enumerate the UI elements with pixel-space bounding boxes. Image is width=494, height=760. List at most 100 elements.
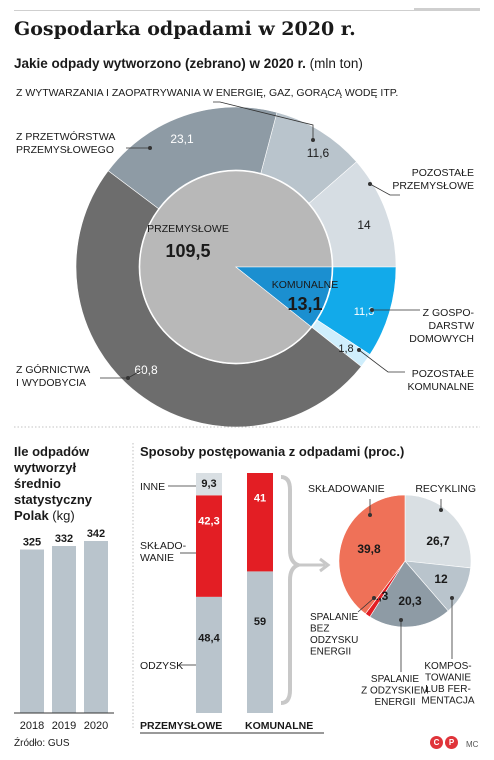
bar-heading-line: Polak	[14, 508, 49, 523]
leader-dot	[399, 618, 403, 622]
leader-dot	[311, 138, 315, 142]
pie-label-households: DARSTW	[429, 320, 475, 332]
stacked-bar-segment	[196, 495, 222, 597]
small-pie-label-spalanie-z: Z ODZYSKIEM	[361, 686, 429, 697]
small-pie-label-spalanie-z: ENERGII	[374, 697, 415, 708]
leader-dot	[372, 596, 376, 600]
small-pie-label-kompost: TOWANIE	[425, 673, 471, 684]
pie-label-mining: Z GÓRNICTWA	[16, 363, 90, 376]
leader-line	[369, 183, 400, 196]
bar-heading-line: Ile odpadów	[14, 444, 90, 459]
top-rule-accent	[414, 8, 480, 11]
main-chart-unit: (mln ton)	[309, 56, 363, 71]
pie-value-municipal: 13,1	[287, 294, 322, 314]
leader-dot	[439, 508, 443, 512]
brace-connector	[280, 475, 304, 705]
pie-label-municipal: KOMUNALNE	[272, 279, 339, 291]
source-note: Źródło: GUS	[14, 738, 70, 749]
small-pie-label-spalanie-bez: ENERGII	[310, 647, 351, 658]
small-pie-value: 20,3	[398, 594, 422, 608]
pie-label-mining: I WYDOBYCIA	[16, 377, 86, 389]
small-pie-label-spalanie-z: SPALANIE	[371, 674, 419, 685]
series-label-inne: INNE	[140, 481, 165, 493]
pie-slice-outer	[107, 106, 278, 210]
main-chart-title: Jakie odpady wytworzono (zebrano) w 2020…	[14, 56, 363, 71]
bar-category-label: 2020	[84, 720, 108, 732]
leader-line	[358, 349, 405, 373]
stacked-bar-value: 41	[254, 493, 266, 505]
pie-value-label: 1,8	[338, 343, 353, 355]
leader-dot	[126, 376, 130, 380]
stacked-bar-segment	[196, 596, 222, 713]
pie-slice-outer	[75, 170, 362, 428]
pie-label-energy: Z WYTWARZANIA I ZAOPATRYWANIA W ENERGIĘ,…	[16, 87, 398, 99]
leader-dot	[357, 348, 361, 352]
bar-percapita	[20, 549, 44, 713]
pie-value-industrial: 109,5	[165, 241, 210, 261]
stacked-bar-value: 9,3	[201, 478, 216, 490]
pie-label-processing: PRZEMYSŁOWEGO	[16, 144, 114, 156]
bar-heading-unit: (kg)	[48, 508, 75, 523]
small-pie-slice	[404, 494, 472, 569]
leader-dot	[148, 146, 152, 150]
small-pie-slice	[369, 560, 449, 628]
leader-dot	[450, 596, 454, 600]
page-title: Gospodarka odpadami w 2020 r.	[14, 18, 356, 40]
stacked-bar-category: KOMUNALNE	[245, 720, 313, 732]
stacked-bar-value: 48,4	[198, 632, 220, 644]
stacked-bar-segment	[247, 571, 273, 713]
pie-value-label: 23,1	[170, 132, 194, 146]
pie-label-other-industrial: POZOSTAŁE	[412, 167, 474, 179]
bar-percapita	[52, 546, 76, 713]
series-label-odzysk: ODZYSK	[140, 660, 183, 672]
bar-chart-heading: Ile odpadów wytworzył średnio statystyczny P…	[14, 444, 134, 524]
publisher-logo-p: P	[445, 736, 458, 749]
pie-value-label: 60,8	[134, 363, 158, 377]
small-pie-label-spalanie-bez: SPALANIE	[310, 612, 358, 623]
small-pie-label-spalanie-bez: ODZYSKU	[310, 635, 358, 646]
pie-value-label: 11,6	[307, 146, 330, 160]
small-pie-value: 26,7	[426, 534, 450, 548]
pie-label-industrial: PRZEMYSŁOWE	[147, 223, 229, 235]
bar-value-label: 332	[55, 533, 73, 545]
arrow-head	[319, 557, 331, 573]
pie-value-label: 14	[357, 218, 371, 232]
small-pie-label-spalanie-bez: BEZ	[310, 624, 329, 635]
small-pie-label-kompost: LUB FER-	[425, 684, 471, 695]
bar-value-label: 342	[87, 528, 105, 540]
leader-line	[357, 597, 375, 613]
stacked-bar-category: PRZEMYSŁOWE	[140, 720, 222, 732]
stacked-bar-value: 42,3	[198, 516, 219, 528]
series-label-skladowanie: SKŁADO-	[140, 540, 187, 552]
small-pie-label-recykling: RECYKLING	[415, 483, 476, 495]
small-pie-slice	[338, 494, 406, 615]
small-pie-value: 12	[434, 572, 448, 586]
author-credit: MC	[466, 740, 479, 749]
small-pie-value: 39,8	[357, 542, 381, 556]
pie-label-households: Z GOSPO-	[423, 307, 475, 319]
bar-heading-line: wytworzył	[14, 460, 77, 475]
pie-label-other-municipal: KOMUNALNE	[407, 381, 474, 393]
bar-category-label: 2018	[20, 720, 44, 732]
pie-label-households: DOMOWYCH	[409, 333, 474, 345]
bar-heading-line: średnio	[14, 476, 61, 491]
bar-value-label: 325	[23, 537, 41, 549]
bar-heading-line: statystyczny	[14, 492, 93, 507]
pie-label-other-industrial: PRZEMYSŁOWE	[392, 180, 474, 192]
publisher-logo-c: C	[430, 736, 443, 749]
pie-label-other-municipal: POZOSTAŁE	[412, 368, 474, 380]
pie-label-processing: Z PRZETWÓRSTWA	[16, 130, 115, 143]
bar-percapita	[84, 540, 108, 713]
small-pie-label-kompost: MENTACJA	[421, 696, 474, 707]
leader-dot	[370, 308, 374, 312]
stacked-bar-value: 59	[254, 616, 266, 628]
leader-dot	[368, 513, 372, 517]
pie-slice-municipal	[235, 266, 333, 328]
top-rule	[14, 10, 480, 11]
pie-value-label: 11,3	[354, 306, 375, 318]
bar-category-label: 2019	[52, 720, 76, 732]
leader-line	[213, 101, 314, 140]
main-chart-subtitle: Jakie odpady wytworzono (zebrano) w 2020…	[14, 56, 306, 71]
small-pie-label-skladowanie: SKŁADOWANIE	[308, 483, 385, 495]
